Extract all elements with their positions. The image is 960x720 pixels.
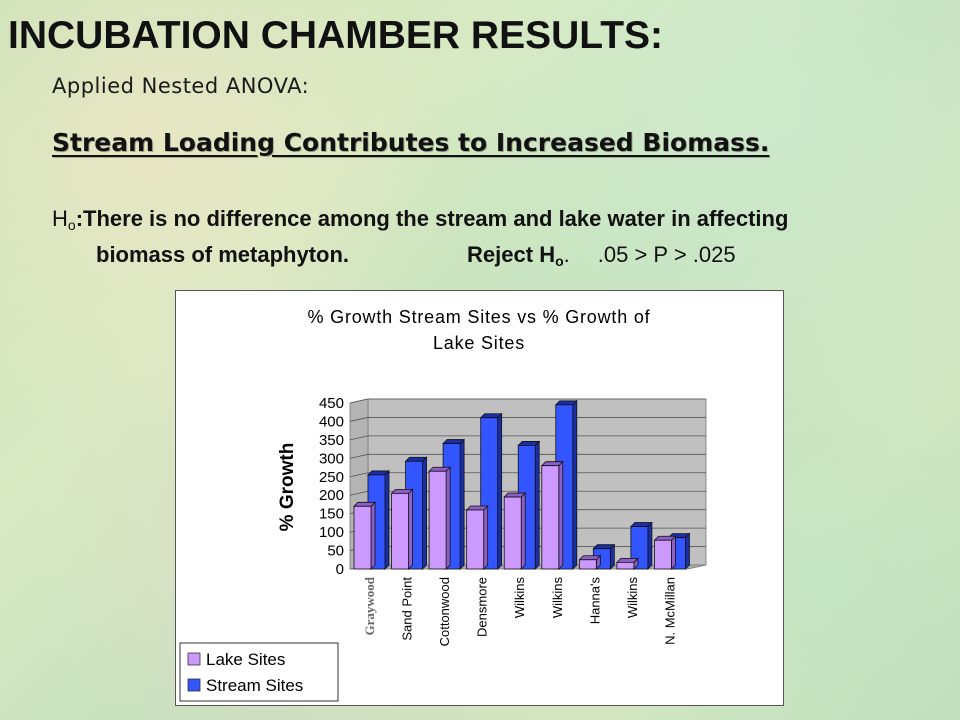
p-value-range: .05 > P > .025 [597,242,736,267]
reject-dot: . [563,242,570,267]
bar-lake-5 [541,465,560,570]
bar-top-1-4 [517,441,541,446]
growth-chart: % Growth Stream Sites vs % Growth of Lak… [175,290,784,706]
slide-headline: Stream Loading Contributes to Increased … [52,128,770,157]
hypothesis-block: Ho:There is no difference among the stre… [52,204,960,276]
bar-top-1-0 [367,470,390,476]
legend-label-stream: Stream Sites [206,676,303,695]
x-tick-label: Hanna's [587,577,602,625]
bar-side-1-3 [497,412,503,570]
x-tick-label: Wilkins [625,577,640,619]
bar-top-1-6 [592,544,616,550]
y-tick-label: 250 [319,469,344,486]
hypothesis-line-2: biomass of metaphyton. Reject Ho. .05 > P … [52,240,960,276]
hypothesis-line-1: Ho:There is no difference among the stre… [52,204,960,240]
slide-subtitle: Applied Nested ANOVA: [52,74,310,98]
y-tick-label: 200 [319,487,344,504]
y-tick-label: 100 [319,524,344,541]
bar-lake-2 [428,470,447,570]
bar-top-1-3 [479,413,503,419]
hypothesis-statement: :There is no difference among the stream… [75,206,789,231]
x-tick-label: Wilkins [512,577,527,619]
gridline [349,435,706,441]
bar-lake-3 [466,509,485,570]
bar-top-0-5 [540,461,564,467]
chart-title-line-1: % Growth Stream Sites vs % Growth of [308,307,651,327]
bar-side-0-8 [671,535,676,570]
chart-title-line-2: Lake Sites [433,333,525,353]
y-tick-label: 450 [319,395,344,412]
bar-top-0-3 [465,505,489,511]
y-tick-label: 50 [327,543,344,560]
slide-title: INCUBATION CHAMBER RESULTS: [8,14,664,57]
bar-top-0-4 [503,492,527,498]
bar-top-0-1 [390,488,414,494]
bar-lake-7 [616,561,635,570]
y-tick-label: 300 [319,450,344,467]
gridline [349,398,706,404]
y-tick-label: 0 [336,561,344,578]
legend-swatch-lake [187,652,201,666]
bar-top-0-8 [653,535,677,541]
bar-lake-8 [654,539,672,570]
bar-side-0-1 [408,488,413,570]
bar-top-0-6 [578,555,602,561]
x-tick-label: N. McMillan [662,577,677,645]
bar-side-1-7 [647,521,653,570]
bar-top-1-1 [404,456,428,462]
growth-chart-svg: % Growth Stream Sites vs % Growth of Lak… [179,307,707,702]
bar-side-0-0 [370,501,376,570]
bar-side-1-8 [685,532,690,570]
reject-label: Reject H [467,242,556,267]
bar-side-1-5 [572,399,578,570]
bar-side-0-2 [445,466,451,570]
y-axis-label: % Growth [277,443,298,532]
x-tick-label: Graywood [362,576,377,635]
y-tick-label: 350 [319,432,344,449]
bar-lake-4 [503,496,522,570]
chart-legend: Lake Sites Stream Sites [179,642,339,702]
bar-lake-1 [391,492,409,570]
hypothesis-statement-cont: biomass of metaphyton. [96,242,350,267]
y-tick-label: 400 [319,413,344,430]
x-tick-label: Cottonwood [437,577,452,646]
legend-label-lake: Lake Sites [206,650,285,669]
bar-side-1-4 [534,440,540,570]
bar-top-0-0 [353,501,376,507]
bar-side-0-5 [558,460,564,570]
hypothesis-h: H [52,206,68,231]
legend-box [179,642,339,702]
bar-side-1-0 [384,469,390,570]
bar-top-0-7 [615,557,639,563]
bar-lake-6 [578,559,597,570]
legend-swatch-stream [187,678,201,692]
x-tick-label: Densmore [475,577,490,637]
bar-side-1-2 [459,438,465,570]
y-tick-label: 150 [319,506,344,523]
reject-sub: o [555,253,564,269]
bar-top-0-2 [428,466,452,472]
bar-lake-0 [353,505,372,570]
gridline [349,472,706,478]
bar-top-1-7 [629,522,653,527]
bar-top-1-5 [554,400,578,406]
bar-top-1-2 [442,439,466,444]
bar-side-0-4 [520,492,526,570]
gridline [349,417,706,422]
gridline [349,453,706,459]
x-tick-label: Wilkins [550,577,565,619]
bar-side-0-3 [483,505,489,570]
x-tick-label: Sand Point [400,577,415,641]
hypothesis-h-sub: o [67,217,76,233]
bar-side-1-1 [422,456,427,570]
